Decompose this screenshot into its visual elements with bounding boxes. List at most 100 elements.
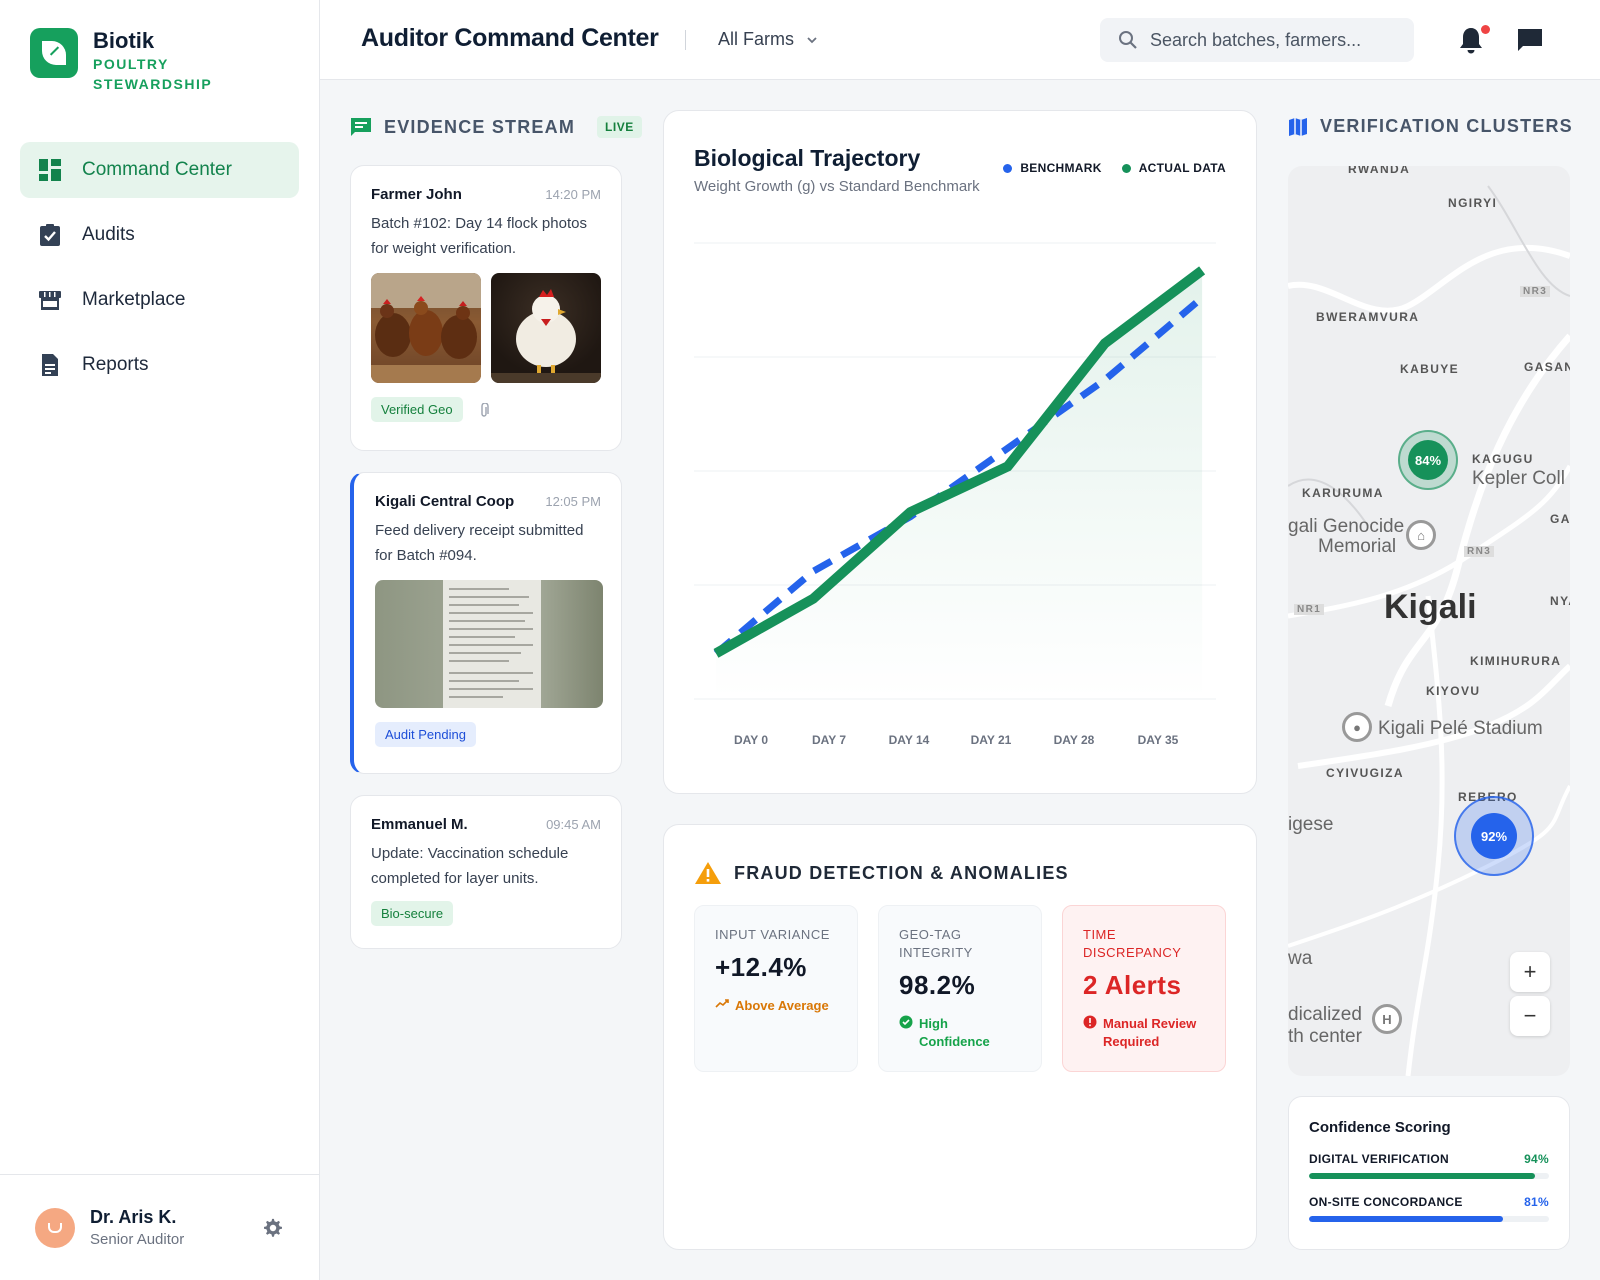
cluster-value: 84%: [1408, 440, 1448, 480]
evidence-card[interactable]: Emmanuel M. 09:45 AM Update: Vaccination…: [350, 795, 622, 949]
evidence-card[interactable]: Kigali Central Coop 12:05 PM Feed delive…: [350, 472, 622, 774]
metric-note: Manual Review Required: [1083, 1015, 1205, 1051]
map-label: BWERAMVURA: [1316, 310, 1420, 324]
status-badge: Verified Geo: [371, 397, 463, 422]
confidence-value: 94%: [1524, 1152, 1549, 1166]
biological-trajectory-card: Biological Trajectory Weight Growth (g) …: [663, 110, 1257, 794]
page-title: Auditor Command Center: [361, 24, 659, 52]
x-tick-label: DAY 0: [734, 733, 768, 747]
clusters-title: VERIFICATION CLUSTERS: [1320, 116, 1573, 136]
stadium-poi-icon[interactable]: ●: [1342, 712, 1372, 742]
chart-title: Biological Trajectory: [694, 145, 921, 171]
document-icon: [38, 353, 62, 377]
verification-map[interactable]: RWANDA NGIRYI BWERAMVURA KABUYE GASAN KA…: [1288, 166, 1570, 1076]
error-icon: [1083, 1015, 1097, 1029]
evidence-time: 14:20 PM: [545, 187, 601, 202]
evidence-stream-title: EVIDENCE STREAM: [384, 116, 576, 137]
map-place: gali Genocide: [1288, 516, 1405, 537]
x-tick-label: DAY 35: [1138, 733, 1179, 747]
x-tick-label: DAY 14: [889, 733, 930, 747]
legend-label: ACTUAL DATA: [1138, 161, 1226, 175]
confidence-title: Confidence Scoring: [1309, 1119, 1451, 1136]
legend-dot: [1121, 163, 1131, 173]
storefront-icon: [38, 288, 62, 312]
live-badge: LIVE: [597, 116, 642, 138]
map-label: KARURUMA: [1302, 486, 1384, 500]
sidebar-item-command-center[interactable]: Command Center: [20, 142, 299, 198]
sidebar-item-label: Reports: [82, 354, 149, 375]
evidence-time: 09:45 AM: [546, 817, 601, 832]
metric-geo-tag-integrity[interactable]: GEO-TAG INTEGRITY 98.2% High Confidence: [878, 905, 1042, 1072]
search-box: [1100, 18, 1414, 62]
map-label: KIMIHURURA: [1470, 654, 1562, 668]
metric-time-discrepancy[interactable]: TIME DISCREPANCY 2 Alerts Manual Review …: [1062, 905, 1226, 1072]
map-label: KABUYE: [1400, 362, 1460, 376]
map-place: igese: [1288, 814, 1334, 835]
farm-filter-dropdown[interactable]: All Farms: [718, 29, 818, 50]
user-name: Dr. Aris K.: [90, 1207, 177, 1227]
map-label: KAGUGU: [1472, 452, 1534, 466]
metric-value: +12.4%: [715, 952, 807, 982]
evidence-body: Feed delivery receipt submitted for Batc…: [375, 522, 584, 564]
user-role: Senior Auditor: [90, 1231, 185, 1248]
hen-photo[interactable]: [491, 273, 601, 383]
memorial-poi-icon[interactable]: ⌂: [1406, 520, 1436, 550]
flock-photo[interactable]: [371, 273, 481, 383]
evidence-author: Farmer John: [371, 186, 462, 203]
bell-icon[interactable]: [1458, 26, 1484, 54]
sidebar-item-marketplace[interactable]: Marketplace: [20, 272, 299, 328]
header-divider: [685, 30, 686, 50]
legend-actual[interactable]: ACTUAL DATA: [1121, 161, 1226, 175]
fraud-heading: FRAUD DETECTION & ANOMALIES: [694, 861, 1069, 885]
map-label: NGIRYI: [1448, 196, 1498, 210]
evidence-author: Emmanuel M.: [371, 816, 468, 833]
metric-note: High Confidence: [899, 1015, 1021, 1051]
hospital-poi-icon[interactable]: H: [1372, 1004, 1402, 1034]
receipt-photo[interactable]: [375, 580, 603, 708]
actual-data-line: [713, 266, 1206, 658]
brand-subtitle: POULTRY STEWARDSHIP: [93, 56, 213, 92]
sidebar-item-reports[interactable]: Reports: [20, 337, 299, 393]
confidence-label: DIGITAL VERIFICATION: [1309, 1152, 1449, 1166]
confidence-scoring-card: Confidence Scoring DIGITAL VERIFICATION …: [1288, 1096, 1570, 1250]
confidence-value: 81%: [1524, 1195, 1549, 1209]
metric-value: 2 Alerts: [1083, 970, 1182, 1000]
benchmark-line: [713, 295, 1205, 657]
legend-benchmark[interactable]: BENCHMARK: [1003, 161, 1101, 175]
map-label: RWANDA: [1348, 166, 1411, 176]
evidence-card[interactable]: Farmer John 14:20 PM Batch #102: Day 14 …: [350, 165, 622, 451]
cluster-marker-blue[interactable]: 92%: [1454, 796, 1534, 876]
chat-icon[interactable]: [1517, 28, 1543, 52]
gear-icon[interactable]: [262, 1217, 284, 1239]
zoom-out-button[interactable]: −: [1510, 996, 1550, 1036]
status-badge: Audit Pending: [375, 722, 476, 747]
top-header: Auditor Command Center All Farms: [320, 0, 1600, 80]
sidebar-item-label: Marketplace: [82, 289, 186, 310]
map-city-label: Kigali: [1384, 588, 1477, 626]
sidebar-item-label: Command Center: [82, 159, 232, 180]
x-tick-label: DAY 7: [812, 733, 846, 747]
avatar: [35, 1207, 75, 1248]
sidebar-item-audits[interactable]: Audits: [20, 207, 299, 263]
brand[interactable]: Biotik POULTRY STEWARDSHIP: [30, 28, 223, 94]
confidence-bar-fill: [1309, 1173, 1535, 1179]
map-place: dicalized: [1288, 1004, 1362, 1025]
metric-input-variance[interactable]: INPUT VARIANCE +12.4% Above Average: [694, 905, 858, 1072]
sidebar-item-label: Audits: [82, 224, 135, 245]
verified-badge-icon: [899, 1015, 913, 1029]
search-icon: [1119, 31, 1137, 49]
chevron-down-icon: [807, 36, 817, 43]
zoom-in-button[interactable]: +: [1510, 952, 1550, 992]
paperclip-icon[interactable]: [479, 403, 489, 419]
map-place: Kepler Coll: [1472, 468, 1565, 489]
trajectory-chart: DAY 0 DAY 7 DAY 14 DAY 21 DAY 28 DAY 35: [694, 242, 1216, 747]
cluster-marker-green[interactable]: 84%: [1398, 430, 1458, 490]
search-input[interactable]: [1150, 29, 1410, 51]
confidence-row-digital: DIGITAL VERIFICATION 94%: [1309, 1152, 1549, 1179]
metric-note: Above Average: [715, 997, 837, 1015]
map-icon: [1289, 117, 1307, 136]
warning-icon: [695, 862, 721, 884]
cluster-value: 92%: [1471, 813, 1517, 859]
user-profile[interactable]: Dr. Aris K. Senior Auditor: [0, 1174, 320, 1280]
road-label: NR3: [1520, 286, 1551, 297]
